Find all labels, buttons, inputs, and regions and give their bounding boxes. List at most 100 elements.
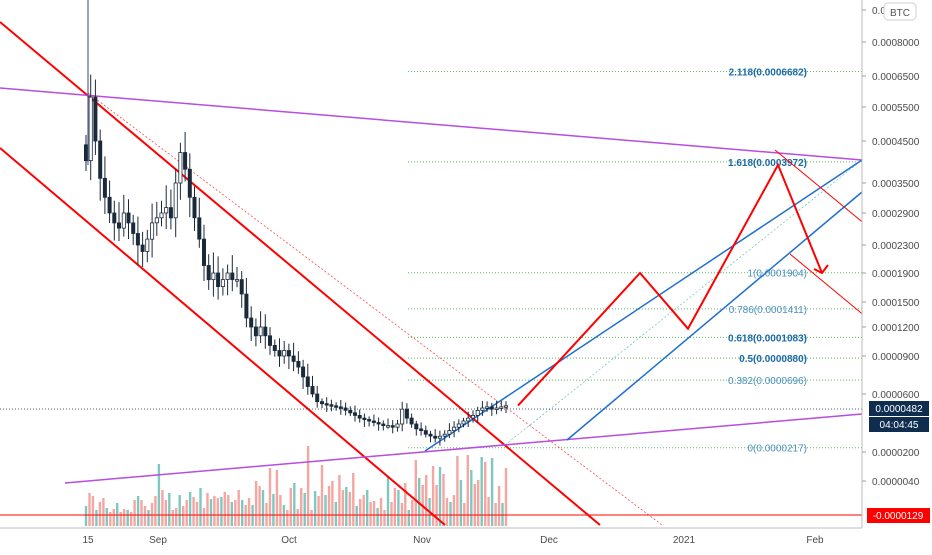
price-axis[interactable]: 0.00 0.0008000 0.0006500 0.0005500 0.0004500…	[861, 0, 932, 550]
volume-bar	[119, 512, 122, 526]
volume-bar	[136, 496, 140, 526]
volume-bar	[484, 462, 487, 526]
candle-body	[352, 412, 357, 416]
volume-bar	[473, 484, 476, 526]
candle-body	[159, 212, 164, 219]
volume-bar	[126, 510, 129, 526]
candle-body	[400, 408, 405, 425]
candle-body	[305, 376, 310, 387]
candle-body	[234, 279, 239, 282]
volume-bar	[234, 500, 237, 526]
price-tick-label: 0.0002300	[872, 241, 920, 252]
volume-bar	[404, 483, 407, 526]
volume-bar	[407, 510, 410, 526]
candle-body	[291, 355, 296, 362]
time-axis-label: 2021	[673, 535, 696, 546]
volume-bar	[84, 506, 88, 526]
countdown-tag: 04:04:45	[869, 417, 929, 432]
candle-body	[456, 423, 461, 428]
fib-level-label: 0(0.0000217)	[748, 444, 808, 455]
red-projection-upper	[774, 149, 867, 226]
volume-bar	[195, 502, 199, 526]
time-axis[interactable]: 15 Sep Oct Nov Dec 2021 Feb	[0, 527, 862, 546]
price-tick-label: 0.00	[872, 6, 892, 17]
candle-body	[249, 317, 254, 328]
purple-support-line	[64, 413, 863, 484]
volume-bar	[261, 490, 265, 526]
candle-body	[499, 406, 504, 409]
candle-body	[381, 423, 386, 427]
price-tick-label: 0.0006500	[872, 72, 920, 83]
projection-path	[517, 162, 829, 407]
price-tick-label: 0.0003500	[872, 179, 920, 190]
candle-body	[343, 407, 348, 411]
volume-bar	[459, 480, 463, 526]
candle-body	[489, 406, 494, 410]
red-channel-line	[0, 147, 446, 526]
volume-bar	[216, 498, 220, 526]
fib-level-label: 0.382(0.0000696)	[728, 376, 807, 387]
current-price-tag: 0.0000482	[869, 401, 929, 416]
candle-body	[395, 423, 400, 428]
volume-bar	[129, 512, 133, 526]
volume-bar	[300, 488, 303, 526]
candle-body	[357, 414, 362, 419]
volume-bar	[348, 492, 351, 526]
candle-body	[98, 140, 103, 179]
volume-bar	[206, 493, 209, 526]
volume-bar	[497, 486, 501, 526]
candle-body	[433, 435, 438, 439]
volume-bar	[171, 510, 174, 526]
negative-level-tag: -0.0000129	[867, 508, 930, 523]
volume-bar	[310, 510, 313, 526]
volume-bar	[147, 510, 150, 526]
candle-body	[117, 222, 122, 229]
volume-bar	[327, 486, 331, 526]
volume-bar	[279, 495, 282, 526]
candle-body	[88, 96, 93, 161]
candle-body	[220, 279, 225, 288]
candle-body	[338, 406, 343, 409]
volume-bar	[352, 473, 355, 526]
candle-body	[272, 344, 277, 351]
projection-zigzag	[517, 162, 823, 407]
volume-bar	[175, 508, 178, 526]
volume-bar	[109, 512, 112, 526]
candle-body	[107, 196, 112, 214]
projection-arrowhead	[813, 264, 829, 275]
volume-bar	[286, 510, 289, 526]
volume-bar	[154, 496, 157, 526]
volume-bar	[164, 500, 167, 526]
volume-bar	[362, 495, 365, 526]
volume-bar	[431, 466, 435, 526]
candle-body	[206, 265, 211, 281]
candle-body	[267, 335, 272, 346]
volume-bar	[411, 500, 414, 526]
candle-body	[315, 393, 320, 402]
volume-bar	[414, 460, 417, 526]
volume-bar	[254, 481, 258, 526]
volume-bar	[220, 497, 223, 526]
fib-level-label: 0.786(0.0001411)	[729, 305, 807, 316]
candle-body	[466, 417, 471, 422]
volume-bar	[247, 498, 251, 526]
volume-bar	[213, 496, 216, 526]
volume-bar	[296, 509, 299, 526]
time-axis-label: Feb	[806, 535, 824, 546]
volume-bar	[442, 474, 445, 526]
volume-bar	[466, 455, 469, 526]
countdown-tag-text: 04:04:45	[880, 420, 919, 431]
price-tick-label: 0.0005500	[872, 103, 920, 114]
price-tick-label: 0.0001900	[872, 269, 920, 280]
candle-body	[140, 244, 145, 252]
candle-body	[485, 406, 490, 409]
volume-bar	[366, 490, 369, 526]
candle-body	[145, 238, 150, 252]
fib-level-label: 0.5(0.0000880)	[739, 354, 807, 365]
volume-bar	[133, 500, 136, 526]
negative-level-tag-text: -0.0000129	[873, 511, 924, 522]
volume-bar	[490, 458, 494, 526]
volume-bar	[397, 490, 400, 526]
price-tags: 0.0000482 04:04:45 -0.0000129	[867, 401, 930, 523]
